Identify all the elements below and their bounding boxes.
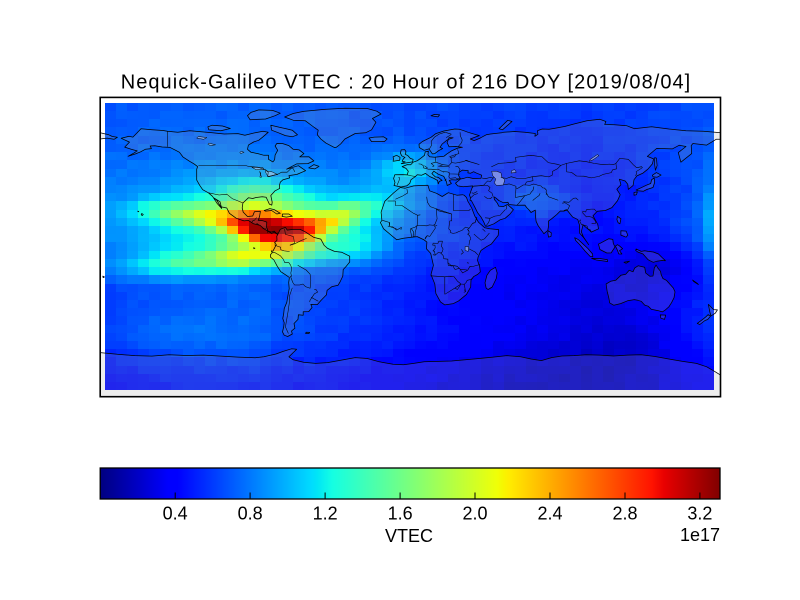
- svg-text:Nequick-Galileo VTEC : 20 Hour: Nequick-Galileo VTEC : 20 Hour of 216 DO…: [121, 72, 692, 94]
- svg-text:3.2: 3.2: [687, 504, 712, 524]
- svg-text:2.8: 2.8: [612, 504, 637, 524]
- svg-text:1.6: 1.6: [388, 504, 413, 524]
- svg-text:0.8: 0.8: [238, 504, 263, 524]
- svg-text:0.4: 0.4: [163, 504, 188, 524]
- svg-text:1e17: 1e17: [680, 525, 720, 545]
- svg-text:1.2: 1.2: [313, 504, 338, 524]
- svg-text:VTEC: VTEC: [385, 526, 433, 546]
- svg-text:2.4: 2.4: [537, 504, 562, 524]
- svg-text:2.0: 2.0: [462, 504, 487, 524]
